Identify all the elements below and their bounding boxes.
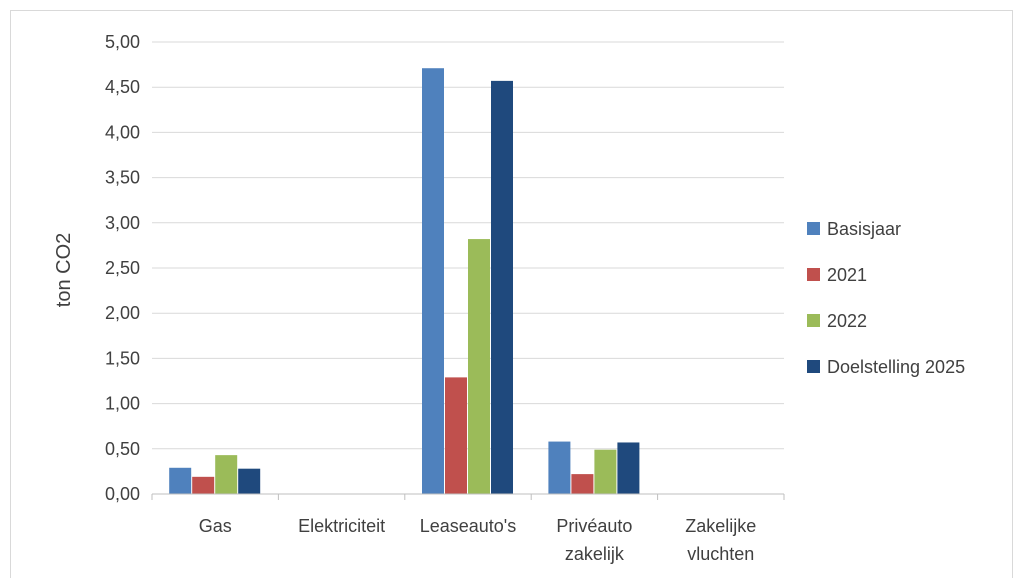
x-category-label: Privéauto <box>556 516 632 536</box>
bar-2021 <box>571 474 594 494</box>
legend-swatch <box>807 314 820 327</box>
y-tick-label: 0,00 <box>105 484 140 504</box>
bar-doelstelling-2025 <box>617 442 640 494</box>
axes: 0,00 0,50 1,00 1,50 2,00 2,50 3,00 3,50 4,00 4,50… <box>105 32 785 564</box>
legend-swatch <box>807 360 820 373</box>
legend-label: 2021 <box>827 265 867 285</box>
bar-2022 <box>468 239 490 494</box>
legend: Basisjaar 2021 2022 Doelstelling 2025 <box>807 219 965 377</box>
legend-label: Basisjaar <box>827 219 901 239</box>
legend-swatch <box>807 268 820 281</box>
y-tick-label: 2,00 <box>105 303 140 323</box>
y-axis-title: ton CO2 <box>53 233 75 307</box>
bar-2022 <box>215 455 238 494</box>
y-tick-label: 0,50 <box>105 439 140 459</box>
bar-doelstelling-2025 <box>238 468 261 494</box>
bar-doelstelling-2025 <box>491 80 513 494</box>
bar-2021 <box>445 377 467 494</box>
y-tick-label: 5,00 <box>105 32 140 52</box>
y-tick-label: 2,50 <box>105 258 140 278</box>
bar-2021 <box>192 476 215 494</box>
y-tick-label: 3,00 <box>105 213 140 233</box>
legend-label: Doelstelling 2025 <box>827 357 965 377</box>
x-category-label: Leaseauto's <box>420 516 517 536</box>
y-tick-label: 1,00 <box>105 394 140 414</box>
legend-label: 2022 <box>827 311 867 331</box>
y-tick-label: 4,00 <box>105 122 140 142</box>
bar-2022 <box>594 449 617 494</box>
y-tick-label: 4,50 <box>105 77 140 97</box>
x-category-label: vluchten <box>687 544 754 564</box>
bar-basisjaar <box>422 68 444 494</box>
legend-swatch <box>807 222 820 235</box>
bar-basisjaar <box>548 441 571 494</box>
x-category-label: Gas <box>199 516 232 536</box>
bar-basisjaar <box>169 467 192 494</box>
y-tick-label: 1,50 <box>105 348 140 368</box>
y-tick-label: 3,50 <box>105 168 140 188</box>
x-category-label: Elektriciteit <box>298 516 385 536</box>
x-category-label: zakelijk <box>565 544 625 564</box>
bars <box>169 68 640 494</box>
x-category-label: Zakelijke <box>685 516 756 536</box>
